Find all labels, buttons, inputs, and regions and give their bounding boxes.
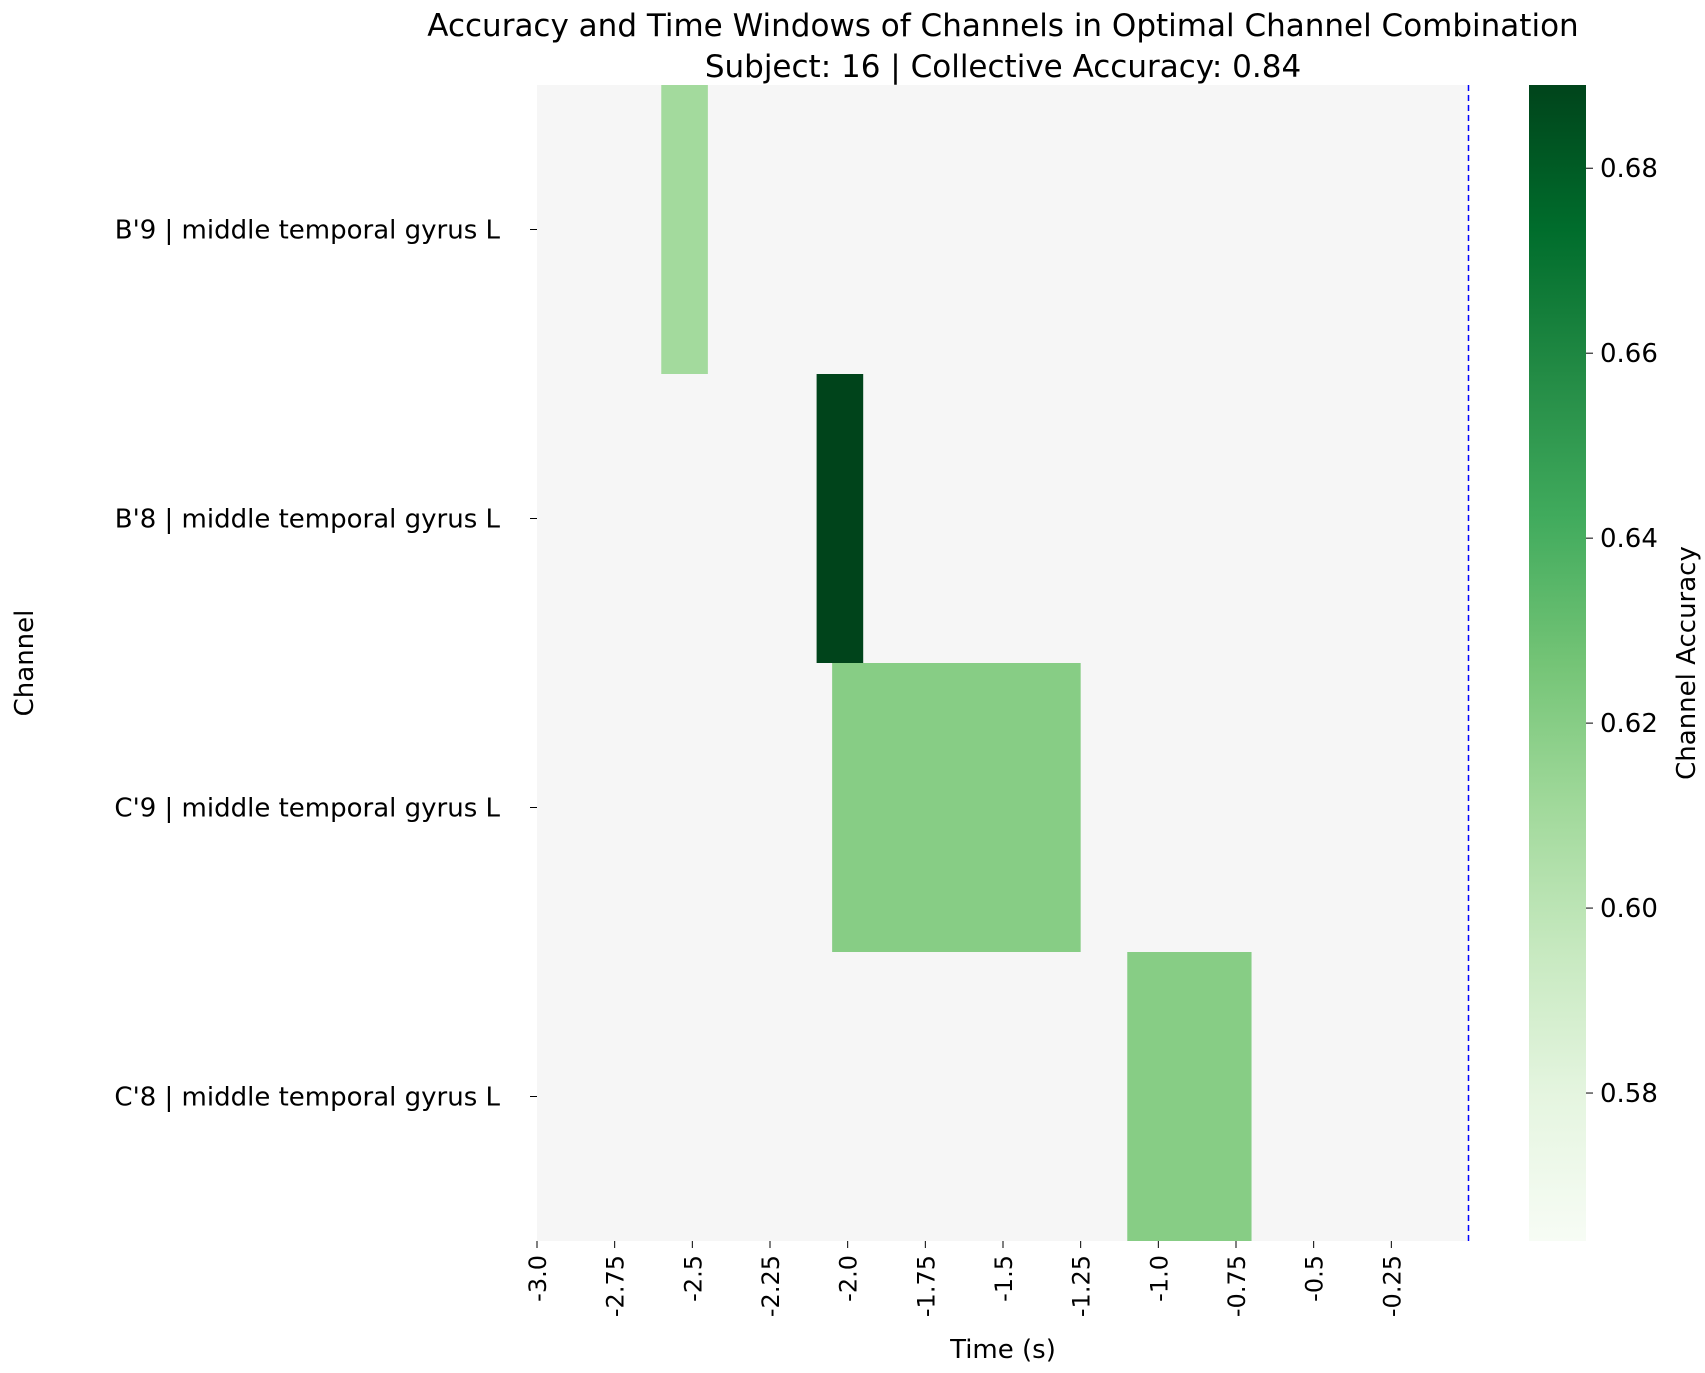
colorbar-tick-label: 0.68 [1600,154,1658,184]
heatmap-cells [661,85,1252,1241]
y-tick-label: C'9 | middle temporal gyrus L [114,794,500,824]
x-tick-label: -1.25 [1068,1255,1096,1317]
colorbar [1529,85,1586,1241]
x-tick-label: -3.0 [524,1255,552,1302]
y-tick-label: C'8 | middle temporal gyrus L [114,1083,500,1113]
x-tick-label: -2.0 [835,1255,863,1302]
x-tick-label: -0.5 [1301,1255,1329,1302]
colorbar-tick-label: 0.60 [1600,894,1658,924]
x-tick-label: -0.75 [1223,1255,1251,1317]
heatmap-cell [816,374,864,663]
colorbar-tick-label: 0.64 [1600,524,1658,554]
x-tick-label: -0.25 [1378,1255,1406,1317]
chart-title: Accuracy and Time Windows of Channels in… [427,8,1578,44]
x-tick-label: -1.0 [1145,1255,1173,1302]
y-axis-label: Channel [10,610,40,717]
colorbar-tick-label: 0.62 [1600,709,1658,739]
colorbar-tick-label: 0.66 [1600,339,1658,369]
x-axis-ticks: -3.0 -2.75 -2.5 -2.25 -2.0 -1.75 -1.5 -1.25 -1.0… [524,1241,1406,1317]
colorbar-tick-label: 0.58 [1600,1079,1658,1109]
heatmap-cell [661,85,708,374]
heatmap-cell [832,663,1081,952]
heatmap-cell [1127,952,1252,1241]
x-tick-label: -2.25 [757,1255,785,1317]
x-tick-label: -2.75 [602,1255,630,1317]
x-tick-label: -1.5 [990,1255,1018,1302]
colorbar-label: Channel Accuracy [1672,546,1702,780]
x-tick-label: -1.75 [912,1255,940,1317]
y-tick-label: B'8 | middle temporal gyrus L [115,505,501,535]
x-tick-label: -2.5 [679,1255,707,1302]
chart-subtitle: Subject: 16 | Collective Accuracy: 0.84 [705,49,1301,85]
x-axis-label: Time (s) [949,1335,1056,1365]
y-axis-ticks: B'9 | middle temporal gyrus L B'8 | middl… [114,216,537,1113]
colorbar-ticks: 0.58 0.60 0.62 0.64 0.66 0.68 [1586,154,1658,1109]
y-tick-label: B'9 | middle temporal gyrus L [115,216,501,246]
